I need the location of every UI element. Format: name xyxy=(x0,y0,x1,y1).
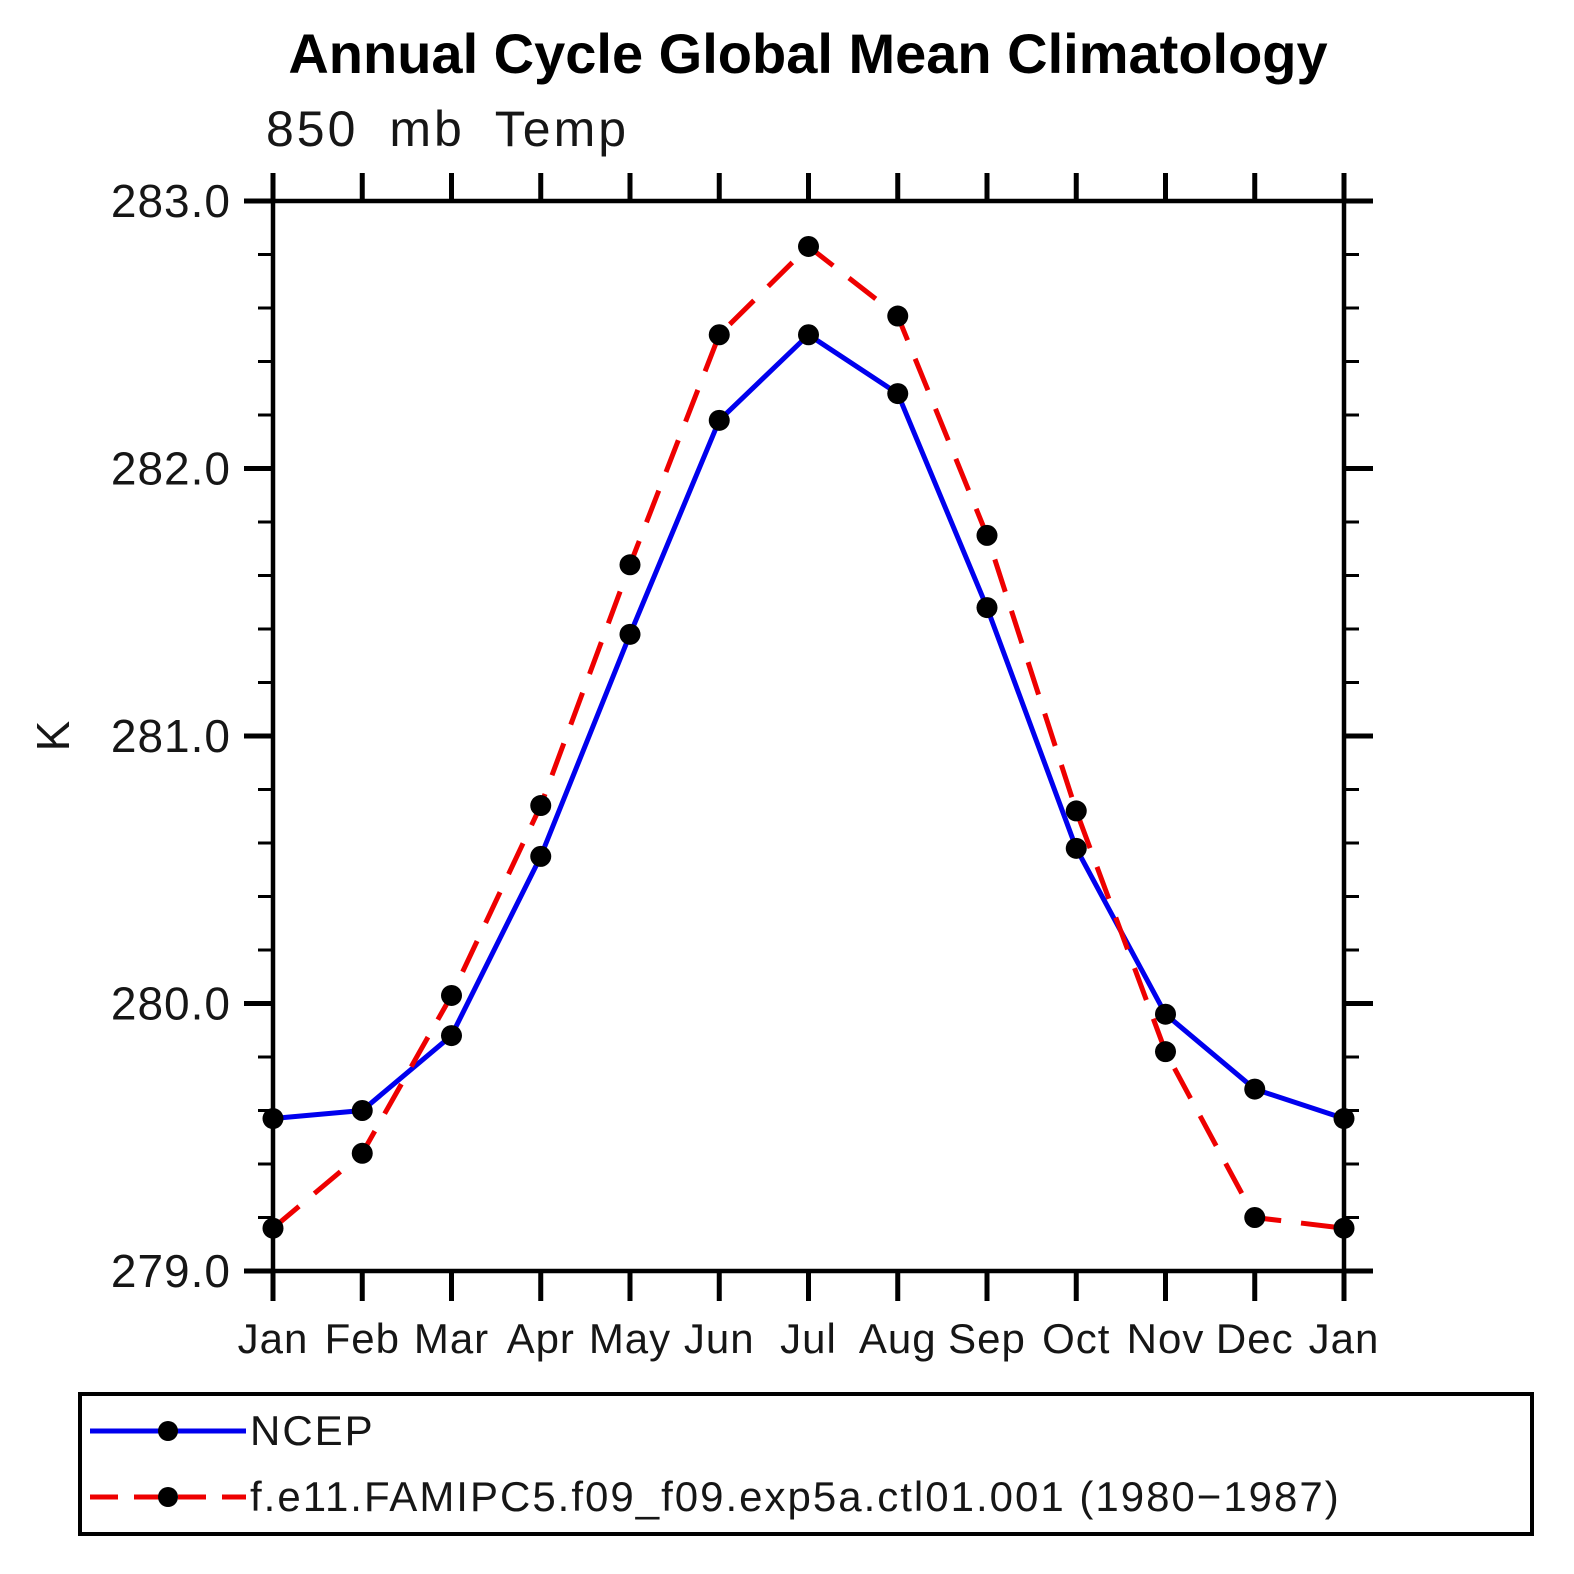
data-point-marker xyxy=(1155,1041,1176,1063)
y-tick-label: 283.0 xyxy=(111,175,231,227)
data-point-marker xyxy=(262,1108,284,1130)
x-tick-label: Apr xyxy=(507,1315,575,1362)
data-point-marker xyxy=(351,1142,373,1164)
legend-label-model: f.e11.FAMIPC5.f09_f09.exp5a.ctl01.001 (1… xyxy=(250,1473,1341,1520)
x-tick-label: Jan xyxy=(238,1315,309,1362)
data-point-marker xyxy=(976,597,998,619)
data-point-marker xyxy=(1065,837,1087,859)
data-point-marker xyxy=(1065,800,1087,822)
data-point-marker xyxy=(441,1025,462,1047)
x-tick-label: Mar xyxy=(414,1315,489,1362)
data-point-marker xyxy=(619,554,641,576)
data-point-marker xyxy=(530,845,552,867)
y-tick-label: 282.0 xyxy=(111,443,231,495)
data-point-marker xyxy=(1155,1003,1176,1025)
data-point-marker xyxy=(262,1217,284,1239)
data-point-marker xyxy=(1244,1207,1266,1228)
series-line-1 xyxy=(271,243,1345,1231)
data-point-marker xyxy=(887,383,909,405)
figure-title: Annual Cycle Global Mean Climatology xyxy=(288,22,1328,85)
data-point-marker xyxy=(976,524,998,546)
legend-solid-line-marker-icon xyxy=(90,1421,246,1441)
x-tick-label: Jun xyxy=(684,1315,755,1362)
chart-title: 850 mb Temp xyxy=(266,101,630,157)
y-tick-label: 279.0 xyxy=(111,1245,231,1297)
legend-dashed-line-marker-icon xyxy=(90,1487,246,1507)
x-tick-label: Oct xyxy=(1042,1315,1110,1362)
data-point-marker xyxy=(887,305,909,327)
data-point-marker xyxy=(1333,1217,1355,1239)
legend-item-model: f.e11.FAMIPC5.f09_f09.exp5a.ctl01.001 (1… xyxy=(88,1468,1530,1526)
data-point-marker xyxy=(798,324,819,346)
data-point-marker xyxy=(619,623,641,645)
x-tick-label: May xyxy=(589,1315,671,1362)
data-point-marker xyxy=(1333,1108,1355,1130)
legend-item-ncep: NCEP xyxy=(88,1402,1530,1460)
data-point-marker xyxy=(530,795,552,817)
x-tick-label: Nov xyxy=(1127,1315,1205,1362)
data-point-marker xyxy=(708,409,730,431)
y-tick-label: 281.0 xyxy=(111,710,231,762)
y-tick-label: 280.0 xyxy=(111,978,231,1030)
data-point-marker xyxy=(798,235,819,257)
x-tick-label: Jul xyxy=(780,1315,837,1362)
x-tick-label: Jan xyxy=(1309,1315,1380,1362)
plot-frame xyxy=(270,198,1347,1274)
x-tick-label: Dec xyxy=(1216,1315,1294,1362)
data-point-marker xyxy=(441,984,462,1006)
data-point-marker xyxy=(351,1100,373,1121)
data-point-marker xyxy=(708,324,730,346)
data-point-marker xyxy=(1244,1078,1266,1100)
legend-label-ncep: NCEP xyxy=(250,1407,375,1454)
legend-box: NCEP f.e11.FAMIPC5.f09_f09.exp5a.ctl01.0… xyxy=(78,1392,1534,1536)
series-line-0 xyxy=(272,332,1345,1122)
x-tick-label: Sep xyxy=(948,1315,1026,1362)
x-tick-label: Feb xyxy=(325,1315,400,1362)
x-tick-label: Aug xyxy=(859,1315,937,1362)
